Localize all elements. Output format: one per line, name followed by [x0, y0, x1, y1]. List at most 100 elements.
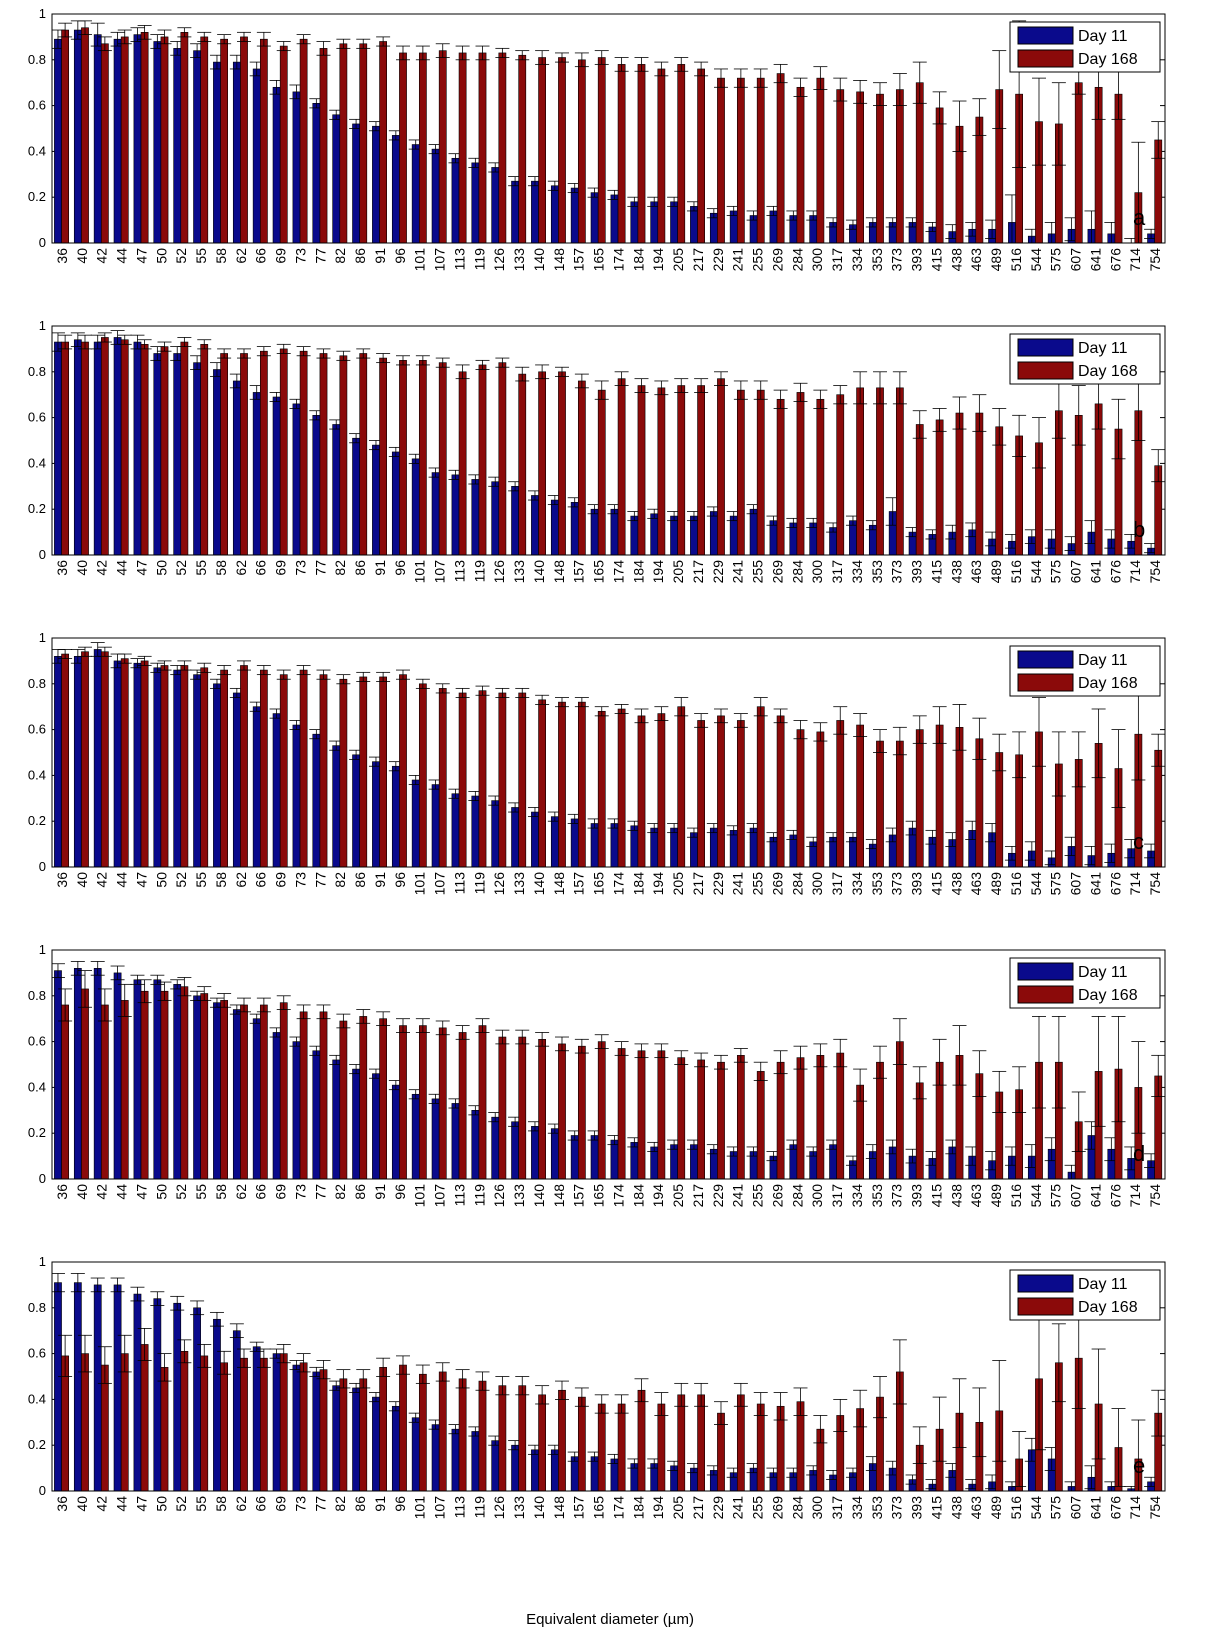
bar — [670, 827, 678, 867]
x-tick-label: 62 — [233, 872, 249, 888]
bar — [577, 701, 586, 867]
x-tick-label: 126 — [491, 248, 507, 272]
bar — [173, 48, 182, 243]
bar — [438, 362, 447, 555]
error-bar — [594, 50, 609, 65]
error-bar — [256, 665, 271, 676]
bar — [61, 1004, 69, 1179]
error-bar — [952, 1025, 967, 1086]
bar — [935, 724, 944, 867]
x-tick-label: 36 — [54, 560, 70, 576]
x-tick-label: 157 — [571, 560, 587, 584]
x-tick-label: 229 — [710, 872, 726, 896]
legend-label: Day 11 — [1078, 340, 1128, 357]
error-bar — [654, 380, 669, 396]
x-tick-label: 82 — [332, 560, 348, 576]
bar — [876, 93, 884, 243]
bar — [816, 731, 825, 867]
bar — [677, 64, 686, 243]
bar — [736, 1055, 745, 1179]
error-bar — [634, 1378, 649, 1403]
bar — [292, 403, 301, 555]
bar — [697, 720, 705, 867]
panel-label: a — [1133, 205, 1146, 230]
x-tick-label: 86 — [352, 872, 368, 888]
bar — [359, 1378, 368, 1491]
error-bar — [733, 380, 748, 400]
x-tick-label: 184 — [630, 248, 646, 272]
bar — [240, 1357, 248, 1491]
error-bar — [395, 1018, 410, 1033]
error-bar — [435, 43, 450, 58]
x-tick-label: 269 — [769, 560, 785, 584]
error-bar — [674, 1050, 689, 1065]
error-bar — [157, 29, 172, 45]
bar — [597, 57, 606, 243]
legend-swatch — [1017, 1297, 1074, 1316]
x-tick-label: 113 — [451, 560, 467, 583]
error-bar — [594, 706, 609, 717]
bar — [279, 674, 288, 867]
bar — [670, 1144, 678, 1179]
x-tick-label: 50 — [153, 872, 169, 888]
bar — [531, 180, 539, 243]
error-bar — [130, 1286, 145, 1302]
x-tick-label: 107 — [432, 248, 448, 272]
x-tick-label: 438 — [948, 1184, 964, 1208]
bar — [213, 61, 221, 243]
error-bar — [992, 408, 1007, 446]
bar — [550, 1449, 559, 1491]
x-tick-label: 194 — [650, 872, 666, 896]
error-bar — [336, 1013, 351, 1029]
bar — [630, 201, 639, 243]
bar — [319, 674, 328, 867]
error-bar — [833, 77, 848, 102]
bar — [399, 674, 407, 867]
bar — [550, 185, 559, 243]
x-tick-label: 334 — [849, 560, 865, 584]
bar — [372, 444, 380, 555]
bar — [379, 1367, 387, 1491]
x-tick-label: 44 — [114, 560, 130, 576]
x-tick-label: 174 — [610, 560, 626, 584]
bar — [637, 1050, 646, 1179]
error-bar — [97, 988, 112, 1022]
bar — [717, 715, 725, 867]
bar — [451, 1428, 460, 1491]
error-bar — [892, 73, 907, 106]
bar — [518, 373, 527, 555]
x-tick-label: 205 — [670, 1496, 686, 1520]
error-bar — [833, 385, 848, 405]
error-bar — [236, 1348, 251, 1368]
bar — [299, 1011, 308, 1179]
error-bar — [674, 378, 689, 393]
x-tick-label: 205 — [670, 872, 686, 896]
x-tick-label: 269 — [769, 248, 785, 272]
error-bar — [1012, 1431, 1027, 1487]
bar — [637, 64, 646, 243]
x-tick-label: 107 — [432, 872, 448, 896]
y-tick-label: 0.4 — [28, 1391, 46, 1406]
y-tick-label: 0.2 — [28, 189, 46, 204]
x-tick-label: 353 — [869, 560, 885, 584]
x-tick-label: 91 — [372, 872, 388, 888]
error-bar — [574, 373, 589, 389]
x-tick-label: 86 — [352, 248, 368, 264]
error-bar — [236, 660, 251, 671]
x-tick-label: 607 — [1068, 872, 1084, 896]
panel: 0 0.2 0.4 0.6 0.8 1 36 40 42 44 47 50 52 55 58 62 66 69 73… — [28, 942, 1166, 1208]
legend-label: Day 11 — [1078, 1276, 1128, 1293]
error-bar — [1131, 380, 1146, 441]
error-bar — [276, 343, 291, 354]
error-bar — [130, 974, 145, 985]
x-tick-label: 157 — [571, 1496, 587, 1520]
x-tick-label: 353 — [869, 1184, 885, 1208]
bar — [319, 1011, 328, 1179]
bar — [391, 1084, 400, 1179]
error-bar — [654, 1043, 669, 1059]
x-tick-label: 119 — [471, 560, 487, 583]
x-tick-label: 101 — [412, 1496, 428, 1520]
bar — [657, 713, 666, 867]
x-tick-label: 52 — [173, 560, 189, 576]
error-bar — [256, 346, 271, 357]
